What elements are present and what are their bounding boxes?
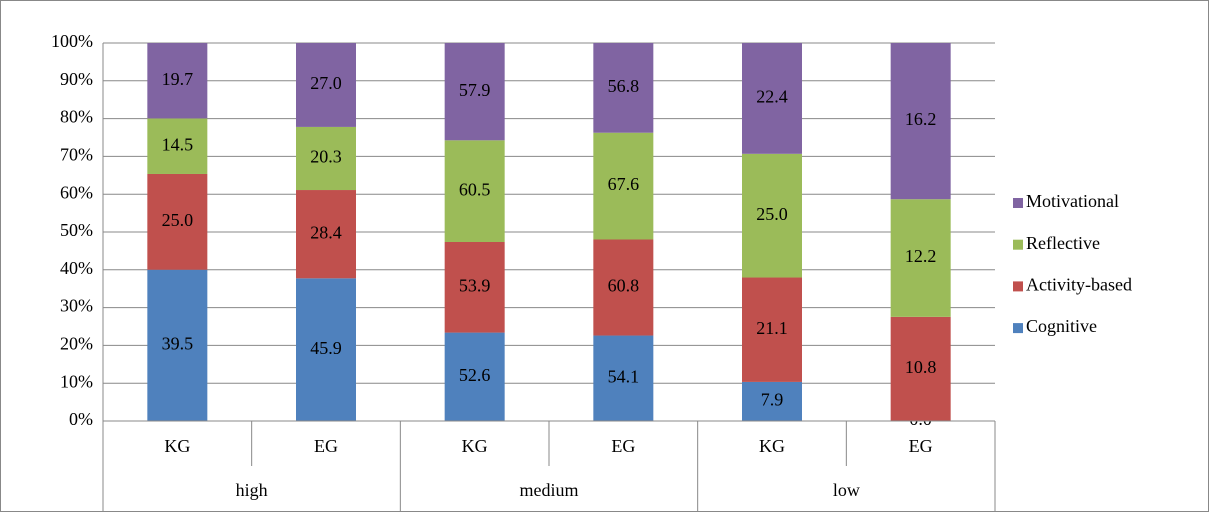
x-tick-label: KG: [759, 436, 785, 456]
y-tick-label: 20%: [60, 334, 93, 354]
data-label: 54.1: [608, 366, 640, 386]
bar-segment: [147, 118, 208, 174]
legend-label: Activity-based: [1026, 275, 1132, 295]
group-label: medium: [520, 480, 579, 500]
y-tick-label: 90%: [60, 69, 93, 89]
bar-segment: [296, 43, 356, 127]
bar-segment: [890, 43, 951, 200]
legend-swatch: [1013, 323, 1023, 334]
legend-swatch: [1013, 239, 1023, 250]
bar-segment: [593, 239, 654, 336]
data-label: 52.6: [459, 365, 491, 385]
data-label: 19.7: [162, 69, 194, 89]
data-label: 14.5: [162, 134, 194, 154]
bar-segment: [593, 43, 654, 133]
bar-segment: [147, 173, 208, 270]
group-label: low: [833, 480, 860, 500]
bar-segment: [444, 140, 505, 243]
data-label: 60.8: [608, 276, 640, 296]
bar-segment: [444, 242, 505, 333]
bar-segment: [296, 278, 356, 421]
bar-segment: [593, 335, 654, 421]
data-label: 22.4: [756, 87, 788, 107]
y-tick-label: 50%: [60, 220, 93, 240]
bar-segment: [742, 277, 802, 382]
x-tick-label: KG: [462, 436, 488, 456]
data-label: 45.9: [310, 338, 342, 358]
x-tick-label: EG: [909, 436, 933, 456]
x-tick-label: EG: [314, 436, 338, 456]
bar-segment: [147, 43, 208, 119]
y-tick-label: 70%: [60, 145, 93, 165]
data-label: 53.9: [459, 275, 491, 295]
y-tick-label: 60%: [60, 182, 93, 202]
bar-segment: [890, 316, 951, 421]
legend-label: Cognitive: [1026, 316, 1097, 336]
bar-segment: [296, 126, 356, 191]
data-label: 10.8: [905, 357, 937, 377]
data-label: 60.5: [459, 179, 491, 199]
y-tick-label: 40%: [60, 258, 93, 278]
data-label: 20.3: [310, 147, 342, 167]
data-label: 56.8: [608, 76, 640, 96]
legend-swatch: [1013, 281, 1023, 292]
data-label: 39.5: [162, 333, 194, 353]
data-label: 21.1: [756, 318, 788, 338]
data-label: 27.0: [310, 73, 342, 93]
x-tick-label: KG: [164, 436, 190, 456]
data-label: 67.6: [608, 174, 640, 194]
y-tick-label: 100%: [51, 31, 93, 51]
legend-swatch: [1013, 198, 1023, 208]
data-label: 25.0: [162, 210, 194, 230]
data-label: 16.2: [905, 109, 937, 129]
bar-segment: [296, 190, 356, 279]
data-label: 7.9: [761, 390, 784, 410]
data-label: 57.9: [459, 80, 491, 100]
y-tick-label: 30%: [60, 296, 93, 316]
bar-segment: [890, 199, 951, 317]
data-label: 25.0: [756, 204, 788, 224]
bar-segment: [742, 153, 802, 278]
bar-segment: [444, 332, 505, 421]
legend-label: Motivational: [1026, 191, 1119, 211]
bar-segment: [147, 269, 208, 421]
data-label: 12.2: [905, 246, 937, 266]
y-tick-label: 0%: [69, 409, 93, 429]
bar-segment: [742, 43, 802, 154]
bar-segment: [444, 43, 505, 141]
y-tick-label: 80%: [60, 107, 93, 127]
bar-segment: [742, 381, 802, 421]
group-label: high: [236, 480, 268, 500]
y-tick-label: 10%: [60, 371, 93, 391]
legend-label: Reflective: [1026, 233, 1100, 253]
data-label: 28.4: [310, 222, 342, 242]
x-tick-label: EG: [611, 436, 635, 456]
bar-segment: [593, 132, 654, 240]
